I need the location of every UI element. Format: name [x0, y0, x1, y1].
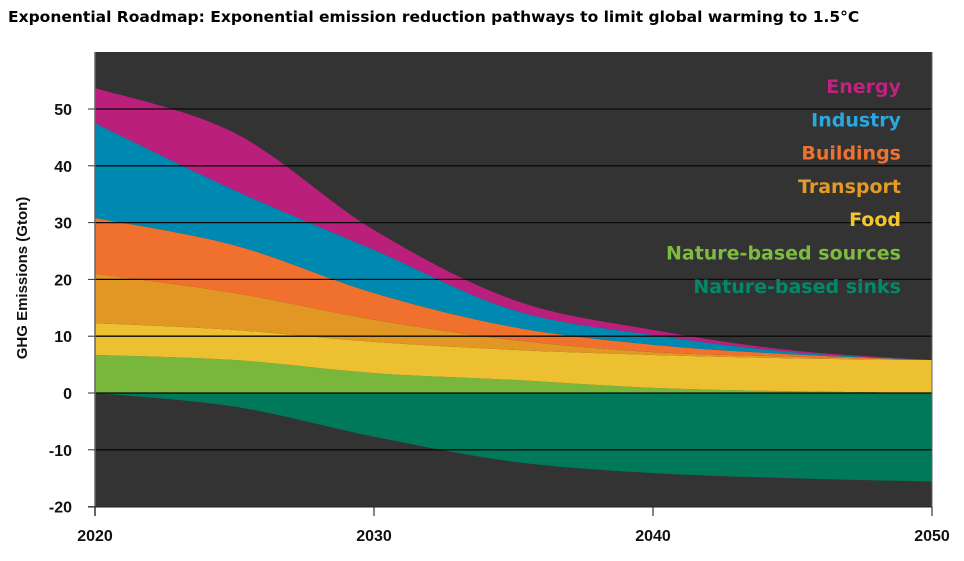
y-tick-label: 0: [63, 386, 72, 403]
y-tick-label: 10: [54, 329, 72, 346]
y-tick-label: -20: [49, 500, 72, 517]
legend-item-nature-based-sources: Nature-based sources: [666, 243, 901, 265]
y-tick-label: 40: [54, 159, 72, 176]
x-tick-label: 2040: [635, 528, 671, 545]
legend-item-transport: Transport: [798, 176, 901, 198]
gridlines: [95, 108, 932, 451]
legend-item-buildings: Buildings: [801, 143, 901, 165]
y-tick-label: 20: [54, 272, 72, 289]
x-tick-label: 2050: [914, 528, 950, 545]
area-nature-based-sinks: [95, 393, 932, 482]
y-axis-ticks: 50 40 30 20 10 0 -10 -20: [49, 102, 95, 517]
x-tick-label: 2030: [356, 528, 392, 545]
legend-item-industry: Industry: [811, 109, 901, 131]
legend: Energy Industry Buildings Transport Food Natu…: [666, 76, 902, 298]
y-tick-label: -10: [49, 443, 72, 460]
area-nature-based-sources: [95, 354, 932, 393]
legend-item-food: Food: [849, 209, 901, 231]
y-tick-label: 50: [54, 102, 72, 119]
area-buildings: [95, 218, 932, 361]
x-tick-label: 2020: [77, 528, 113, 545]
area-energy: [95, 87, 932, 361]
x-axis-ticks: 2020 2030 2040 2050: [77, 507, 950, 545]
area-food: [95, 323, 932, 393]
legend-item-energy: Energy: [826, 76, 901, 98]
chart-title: Exponential Roadmap: Exponential emissio…: [8, 8, 859, 26]
area-layers: [95, 87, 932, 482]
area-industry: [95, 123, 932, 361]
y-tick-label: 30: [54, 216, 72, 233]
area-transport: [95, 273, 932, 361]
y-axis-label: GHG Emissions (Gton): [14, 197, 31, 360]
legend-item-nature-based-sinks: Nature-based sinks: [693, 276, 901, 298]
